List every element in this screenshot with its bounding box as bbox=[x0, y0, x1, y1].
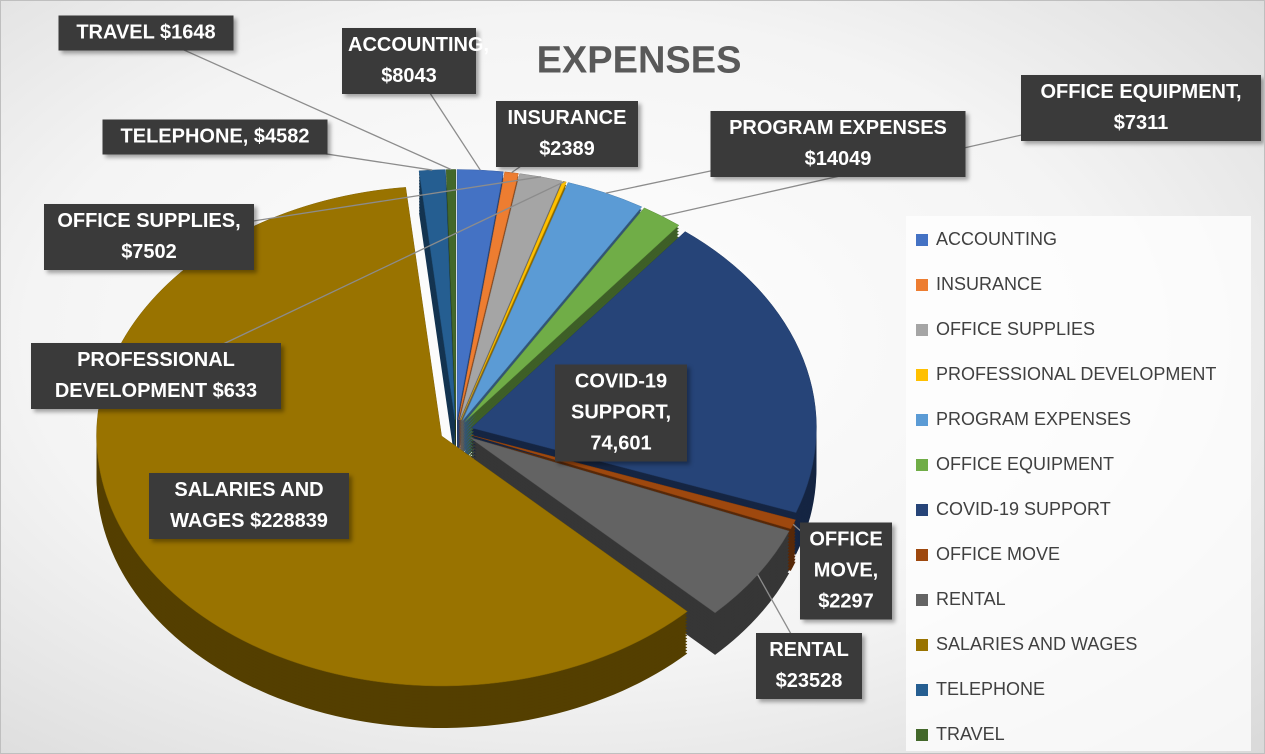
data-label: TRAVEL $1648 bbox=[58, 15, 234, 51]
legend-swatch bbox=[916, 593, 928, 606]
data-label: OFFICE SUPPLIES, $7502 bbox=[44, 204, 254, 270]
legend-item: TELEPHONE bbox=[916, 679, 1045, 700]
legend-label: PROGRAM EXPENSES bbox=[936, 409, 1132, 429]
legend-swatch bbox=[916, 413, 928, 426]
leader-line bbox=[145, 32, 452, 171]
legend: ACCOUNTING INSURANCE OFFICE SUPPLIES PROFES… bbox=[906, 216, 1251, 751]
legend-swatch bbox=[916, 233, 928, 246]
data-label: SALARIES AND WAGES $228839 bbox=[149, 473, 349, 539]
data-label: ACCOUNTING, $8043 bbox=[342, 28, 489, 94]
legend-label: ACCOUNTING bbox=[936, 229, 1057, 249]
data-label: INSURANCE $2389 bbox=[496, 101, 638, 167]
legend-item: ACCOUNTING bbox=[916, 229, 1057, 250]
legend-item: RENTAL bbox=[916, 589, 1006, 610]
legend-swatch bbox=[916, 458, 928, 471]
legend-item: OFFICE EQUIPMENT bbox=[916, 454, 1114, 475]
slice bbox=[418, 169, 456, 420]
legend-swatch bbox=[916, 503, 928, 516]
legend-swatch bbox=[916, 368, 928, 381]
slice bbox=[469, 437, 790, 614]
slice-side bbox=[458, 174, 519, 423]
slice bbox=[458, 171, 519, 420]
data-label: OFFICE EQUIPMENT, $7311 bbox=[1021, 75, 1261, 141]
legend-swatch bbox=[916, 323, 928, 336]
legend-label: OFFICE SUPPLIES bbox=[936, 319, 1096, 339]
legend-label: COVID-19 SUPPORT bbox=[936, 499, 1111, 519]
legend-label: PROFESSIONAL DEVELOPMENT bbox=[936, 364, 1217, 384]
legend-label: SALARIES AND WAGES bbox=[936, 634, 1138, 654]
data-label: PROFESSIONAL DEVELOPMENT $633 bbox=[31, 343, 281, 409]
data-label: RENTAL $23528 bbox=[756, 633, 862, 699]
data-label: TELEPHONE, $4582 bbox=[102, 119, 328, 155]
legend-item: INSURANCE bbox=[916, 274, 1042, 295]
legend-label: INSURANCE bbox=[936, 274, 1043, 294]
legend-item: PROFESSIONAL DEVELOPMENT bbox=[916, 364, 1216, 385]
legend-label: TELEPHONE bbox=[936, 679, 1046, 699]
legend-label: OFFICE MOVE bbox=[936, 544, 1061, 564]
legend-label: OFFICE EQUIPMENT bbox=[936, 454, 1115, 474]
legend-swatch bbox=[916, 728, 928, 741]
legend-swatch bbox=[916, 548, 928, 561]
slice bbox=[459, 173, 563, 420]
legend-item: SALARIES AND WAGES bbox=[916, 634, 1137, 655]
slice-side bbox=[460, 184, 567, 424]
legend-swatch bbox=[916, 683, 928, 696]
legend-item: COVID-19 SUPPORT bbox=[916, 499, 1111, 520]
legend-item: TRAVEL bbox=[916, 724, 1005, 745]
legend-label: TRAVEL bbox=[936, 724, 1005, 744]
data-label: OFFICE MOVE, $2297 bbox=[800, 522, 892, 620]
data-label: PROGRAM EXPENSES $14049 bbox=[710, 111, 966, 177]
legend-swatch bbox=[916, 278, 928, 291]
legend-swatch bbox=[916, 638, 928, 651]
legend-item: OFFICE MOVE bbox=[916, 544, 1060, 565]
legend-item: PROGRAM EXPENSES bbox=[916, 409, 1131, 430]
legend-item: OFFICE SUPPLIES bbox=[916, 319, 1095, 340]
chart-title: EXPENSES bbox=[536, 39, 742, 82]
data-label: COVID-19 SUPPORT, 74,601 bbox=[555, 364, 687, 462]
legend-label: RENTAL bbox=[936, 589, 1006, 609]
